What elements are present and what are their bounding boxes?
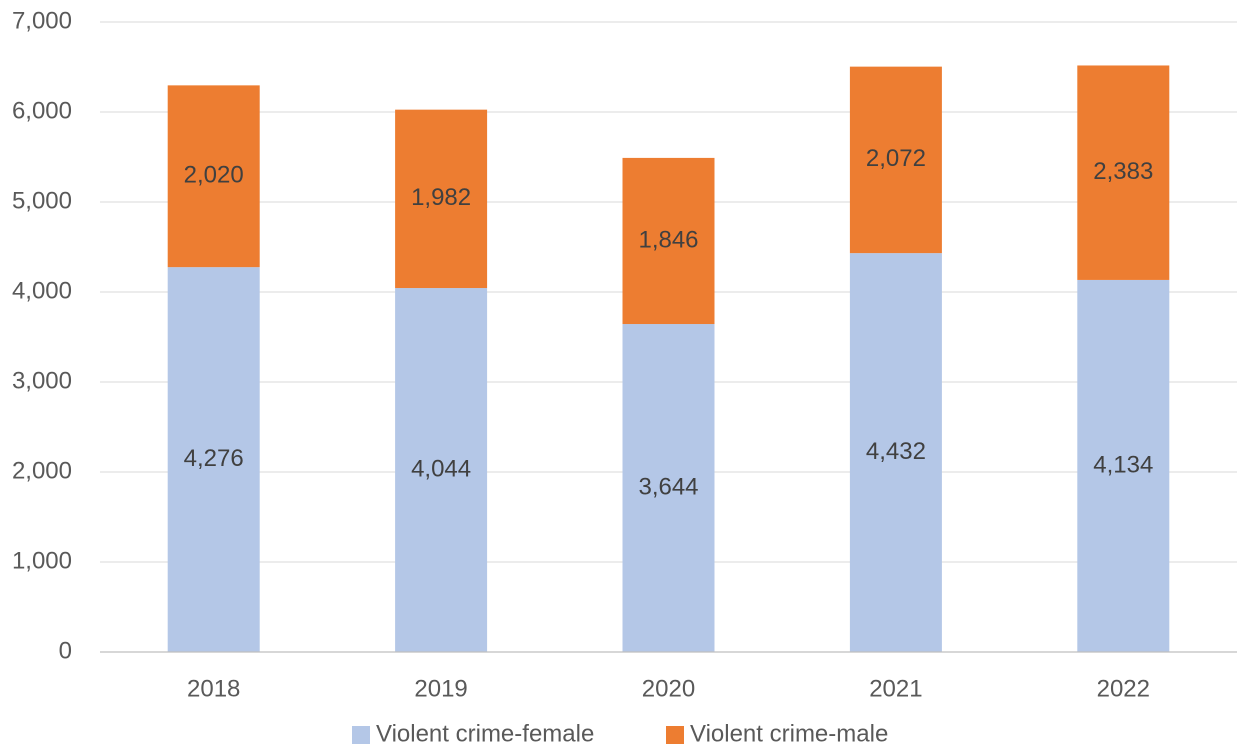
- y-tick-label: 0: [59, 637, 72, 664]
- bar-female-2022: [1077, 279, 1170, 652]
- x-tick-label: 2018: [187, 675, 240, 702]
- x-tick-label: 2020: [642, 675, 695, 702]
- bars: [167, 65, 1170, 652]
- bar-male-2018: [167, 85, 260, 268]
- bar-female-2019: [395, 288, 488, 652]
- y-tick-label: 4,000: [12, 277, 72, 304]
- y-tick-label: 2,000: [12, 457, 72, 484]
- bar-male-2021: [849, 66, 942, 254]
- data-label: 3,644: [638, 473, 698, 500]
- data-label: 2,072: [866, 145, 926, 172]
- legend-label: Violent crime-female: [376, 720, 594, 747]
- x-tick-label: 2021: [869, 675, 922, 702]
- legend: Violent crime-female Violent crime-male: [352, 720, 888, 747]
- y-tick-label: 6,000: [12, 97, 72, 124]
- bar-female-2018: [167, 267, 260, 652]
- bar-female-2020: [622, 324, 715, 652]
- data-label: 4,432: [866, 438, 926, 465]
- data-label: 2,383: [1093, 158, 1153, 185]
- data-labels: 4,276 2,020 4,044 1,982 3,644 1,846 4,432 2,072…: [184, 145, 1154, 500]
- y-tick-label: 1,000: [12, 547, 72, 574]
- x-tick-label: 2019: [414, 675, 467, 702]
- legend-label: Violent crime-male: [690, 720, 888, 747]
- x-tick-label: 2022: [1097, 675, 1150, 702]
- y-tick-label: 7,000: [12, 7, 72, 34]
- data-label: 4,134: [1093, 451, 1153, 478]
- data-label: 1,846: [638, 226, 698, 253]
- bar-male-2022: [1077, 65, 1170, 280]
- x-axis-tick-labels: 2018 2019 2020 2021 2022: [187, 675, 1150, 702]
- legend-swatch: [352, 726, 370, 744]
- data-label: 4,276: [184, 445, 244, 472]
- data-label: 4,044: [411, 455, 471, 482]
- data-label: 1,982: [411, 184, 471, 211]
- bar-male-2020: [622, 157, 715, 325]
- y-tick-label: 3,000: [12, 367, 72, 394]
- bar-male-2019: [395, 109, 488, 289]
- data-label: 2,020: [184, 162, 244, 189]
- legend-swatch: [666, 726, 684, 744]
- y-axis-tick-labels: 0 1,000 2,000 3,000 4,000 5,000 6,000 7,000: [12, 7, 72, 664]
- bar-female-2021: [849, 253, 942, 652]
- y-tick-label: 5,000: [12, 187, 72, 214]
